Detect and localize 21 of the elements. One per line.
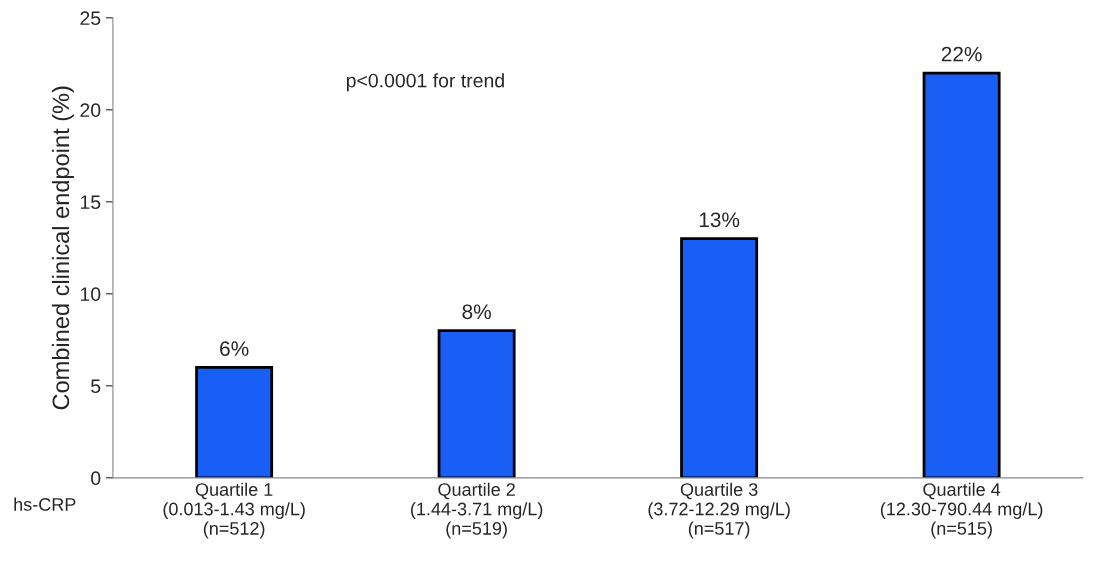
data-label: 22% xyxy=(941,46,982,62)
x-tick-label: Quartile 4 (12.30-790.44 mg/L) (n=515) xyxy=(880,482,1043,539)
y-axis-title: Combined clinical endpoint (%) xyxy=(51,86,74,410)
y-tick-label: 10 xyxy=(80,287,101,302)
data-label: 8% xyxy=(462,304,491,320)
y-tick-label: 5 xyxy=(91,379,101,394)
y-tick-label: 15 xyxy=(80,195,101,210)
data-label: 6% xyxy=(220,341,249,356)
x-tick-label: Quartile 2 (1.44-3.71 mg/L) (n=519) xyxy=(411,482,543,539)
x-tick-label: Quartile 1 (0.013-1.43 mg/L) (n=512) xyxy=(163,482,305,539)
text: hs-CRP xyxy=(14,497,76,511)
data-label: 13% xyxy=(699,212,740,228)
y-tick-label: 25 xyxy=(80,11,101,26)
y-tick-label: 20 xyxy=(80,103,101,118)
annotation: p<0.0001 for trend xyxy=(346,73,504,92)
bar xyxy=(195,366,274,478)
y-tick-label: 0 xyxy=(91,471,101,486)
bar xyxy=(680,237,759,478)
bar xyxy=(437,329,516,478)
x-tick-label: Quartile 3 (3.72-12.29 mg/L) (n=517) xyxy=(648,482,790,539)
bar xyxy=(922,71,1001,478)
